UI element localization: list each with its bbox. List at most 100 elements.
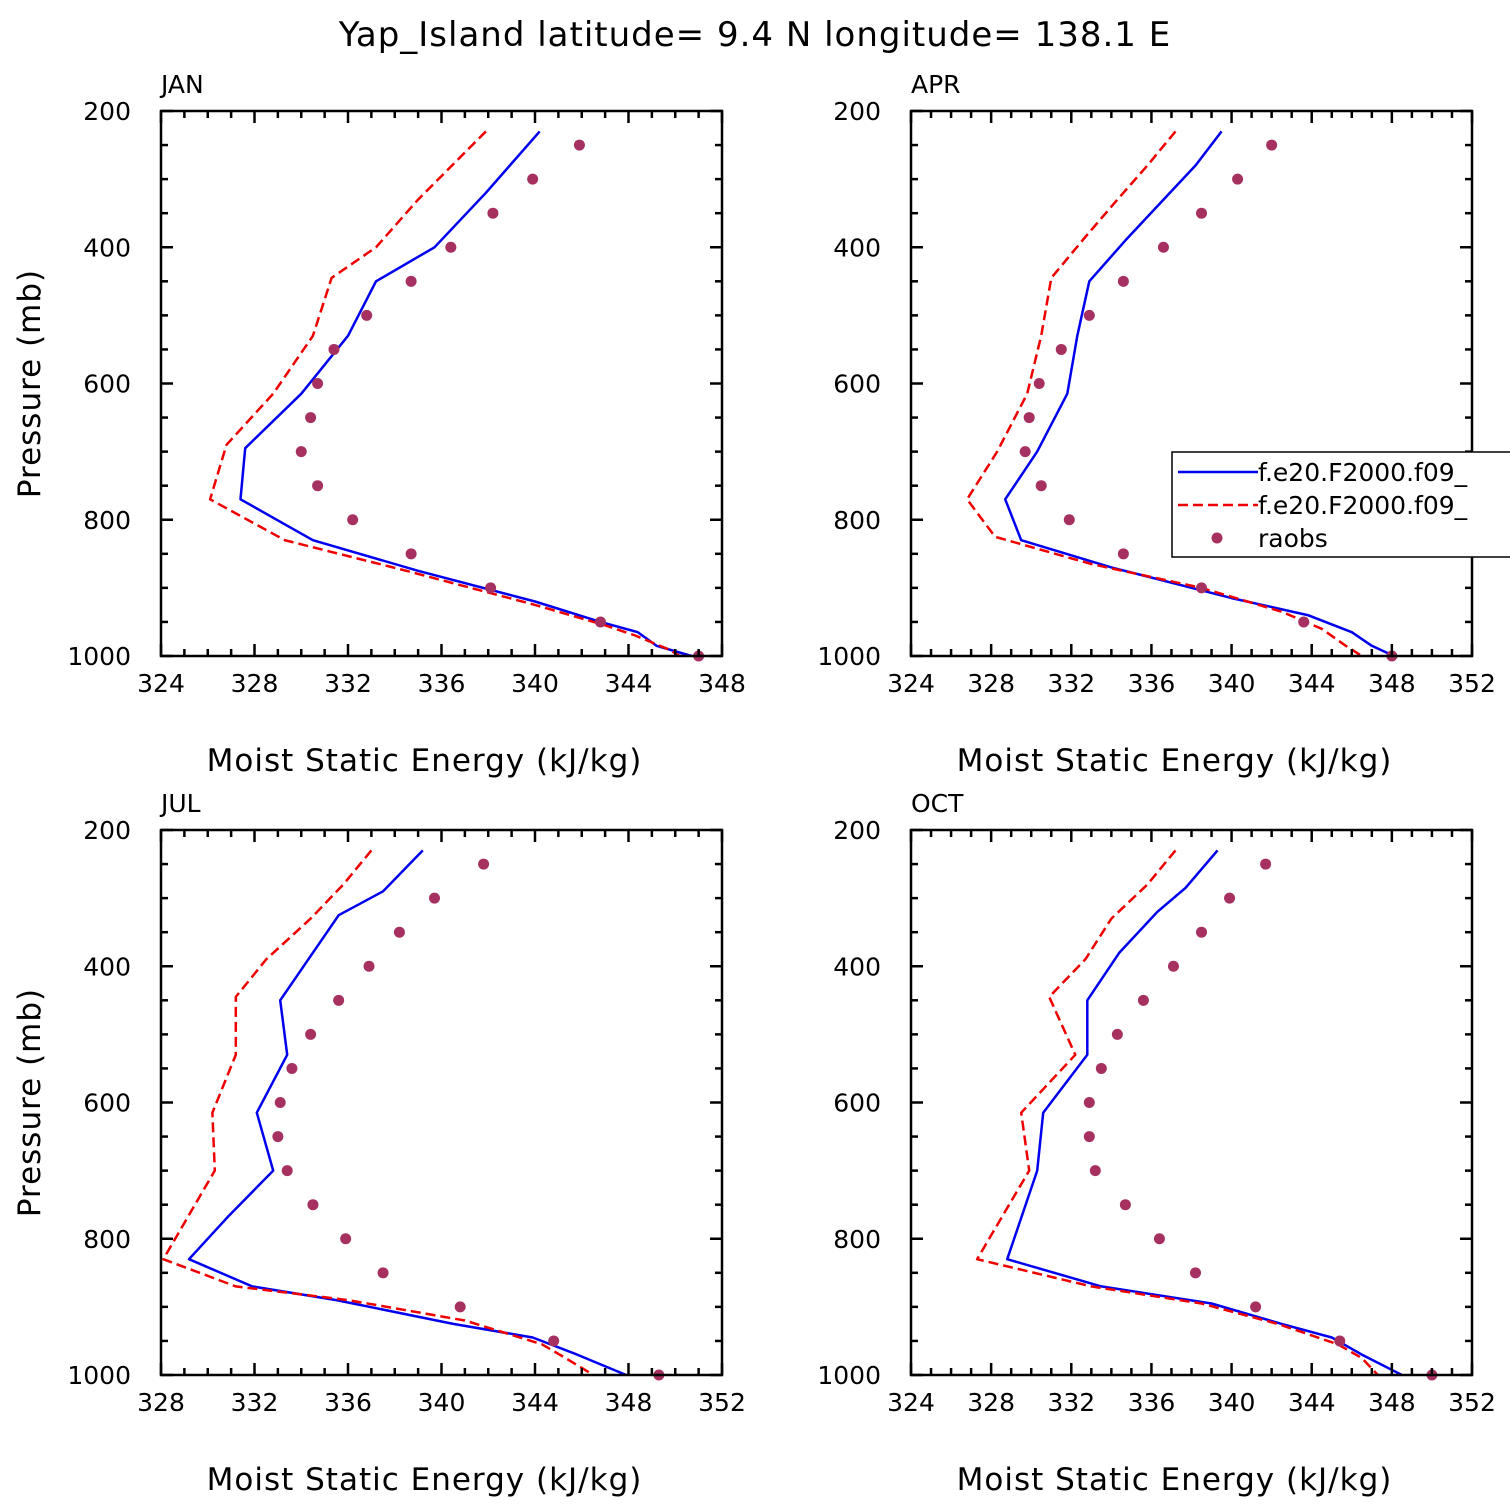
x-tick-label: 324 bbox=[887, 1388, 935, 1417]
data-point bbox=[1083, 1131, 1095, 1143]
x-tick-label: 344 bbox=[1288, 669, 1336, 698]
data-point bbox=[1232, 173, 1244, 185]
data-point bbox=[1137, 994, 1149, 1006]
data-point bbox=[312, 480, 324, 492]
plot-frame bbox=[909, 109, 1474, 658]
data-point bbox=[1167, 960, 1179, 972]
data-point bbox=[307, 1199, 319, 1211]
y-tick-label: 400 bbox=[833, 952, 881, 981]
data-point bbox=[1196, 582, 1208, 594]
data-point bbox=[1063, 514, 1075, 526]
data-point bbox=[1196, 207, 1208, 219]
y-tick-label: 800 bbox=[833, 1225, 881, 1254]
y-tick-label: 400 bbox=[83, 233, 131, 262]
x-tick-label: 336 bbox=[418, 669, 466, 698]
x-tick-label: 344 bbox=[1288, 1388, 1336, 1417]
y-tick-label: 200 bbox=[83, 97, 131, 126]
panel-title: JUL bbox=[159, 789, 201, 818]
y-tick-label: 800 bbox=[83, 506, 131, 535]
x-tick-label: 332 bbox=[231, 1388, 279, 1417]
data-point bbox=[1153, 1233, 1165, 1245]
y-tick-label: 1000 bbox=[817, 1361, 881, 1390]
x-tick-label: 336 bbox=[324, 1388, 372, 1417]
plot-frame bbox=[159, 109, 724, 658]
data-point bbox=[361, 309, 373, 321]
panel-apr: 324 328 332 336 340 344 348 352 200 400 600 800 1000… bbox=[817, 70, 1495, 779]
data-point bbox=[487, 207, 499, 219]
data-point bbox=[305, 412, 317, 424]
panel-title: APR bbox=[911, 70, 961, 99]
y-tick-label: 400 bbox=[833, 233, 881, 262]
x-axis-label: Moist Static Energy (kJ/kg) bbox=[207, 743, 643, 779]
data-point bbox=[272, 1131, 284, 1143]
data-point bbox=[1157, 241, 1169, 253]
x-tick-label: 340 bbox=[511, 669, 559, 698]
figure-title: Yap_Island latitude= 9.4 N longitude= 13… bbox=[338, 15, 1171, 55]
x-tick-label: 348 bbox=[698, 669, 746, 698]
y-tick-label: 600 bbox=[833, 370, 881, 399]
x-tick-label: 352 bbox=[1448, 669, 1496, 698]
legend-label: f.e20.F2000.f09_ bbox=[1258, 458, 1468, 487]
series-0 bbox=[1005, 849, 1403, 1377]
series-1 bbox=[975, 849, 1379, 1376]
x-tick-label: 348 bbox=[605, 1388, 653, 1417]
x-tick-label: 332 bbox=[1047, 669, 1095, 698]
series-0 bbox=[187, 849, 627, 1377]
x-tick-label: 340 bbox=[418, 1388, 466, 1417]
legend-label: f.e20.F2000.f09_ bbox=[1258, 491, 1468, 520]
x-tick-label: 328 bbox=[967, 1388, 1015, 1417]
y-tick-label: 1000 bbox=[67, 1361, 131, 1390]
data-point bbox=[305, 1028, 317, 1040]
series-0 bbox=[239, 130, 692, 658]
series-line bbox=[975, 849, 1379, 1376]
data-point bbox=[405, 275, 417, 287]
data-point bbox=[1266, 139, 1278, 151]
data-point bbox=[1196, 926, 1208, 938]
x-tick-label: 344 bbox=[605, 669, 653, 698]
x-tick-label: 324 bbox=[887, 669, 935, 698]
data-point bbox=[328, 343, 340, 355]
y-tick-label: 400 bbox=[83, 952, 131, 981]
data-point bbox=[363, 960, 375, 972]
x-tick-label: 352 bbox=[698, 1388, 746, 1417]
legend: f.e20.F2000.f09_ f.e20.F2000.f09_raobs bbox=[1171, 451, 1510, 558]
panels: 324 328 332 336 340 344 348 200 400 600 800 1000 JAN… bbox=[12, 70, 1510, 1498]
series-2 bbox=[1083, 858, 1438, 1381]
x-tick-label: 328 bbox=[231, 669, 279, 698]
data-point bbox=[1095, 1062, 1107, 1074]
y-axis-label: Pressure (mb) bbox=[12, 269, 48, 498]
x-tick-label: 340 bbox=[1208, 1388, 1256, 1417]
data-point bbox=[527, 173, 539, 185]
data-point bbox=[1023, 412, 1035, 424]
series-line bbox=[187, 849, 627, 1377]
x-axis-label: Moist Static Energy (kJ/kg) bbox=[957, 1462, 1393, 1498]
data-point bbox=[405, 548, 417, 560]
y-tick-label: 200 bbox=[833, 97, 881, 126]
x-tick-label: 324 bbox=[137, 669, 185, 698]
series-line bbox=[208, 130, 681, 658]
data-point bbox=[295, 446, 307, 458]
x-tick-label: 328 bbox=[967, 669, 1015, 698]
x-tick-label: 348 bbox=[1368, 1388, 1416, 1417]
x-tick-label: 352 bbox=[1448, 1388, 1496, 1417]
data-point bbox=[1055, 343, 1067, 355]
y-tick-label: 600 bbox=[833, 1089, 881, 1118]
panel-oct: 324 328 332 336 340 344 348 352 200 400 600 800 1000… bbox=[817, 789, 1495, 1498]
data-point bbox=[333, 994, 345, 1006]
y-tick-label: 1000 bbox=[817, 642, 881, 671]
data-point bbox=[1119, 1199, 1131, 1211]
data-point bbox=[1224, 892, 1236, 904]
y-tick-label: 800 bbox=[83, 1225, 131, 1254]
series-1 bbox=[208, 130, 681, 658]
data-point bbox=[1298, 616, 1310, 628]
data-point bbox=[478, 858, 490, 870]
data-point bbox=[1111, 1028, 1123, 1040]
x-tick-label: 340 bbox=[1208, 669, 1256, 698]
panel-title: JAN bbox=[159, 70, 204, 99]
series-2 bbox=[272, 858, 665, 1381]
data-point bbox=[286, 1062, 298, 1074]
series-line bbox=[965, 130, 1363, 658]
data-point bbox=[1089, 1165, 1101, 1177]
data-point bbox=[1190, 1267, 1202, 1279]
